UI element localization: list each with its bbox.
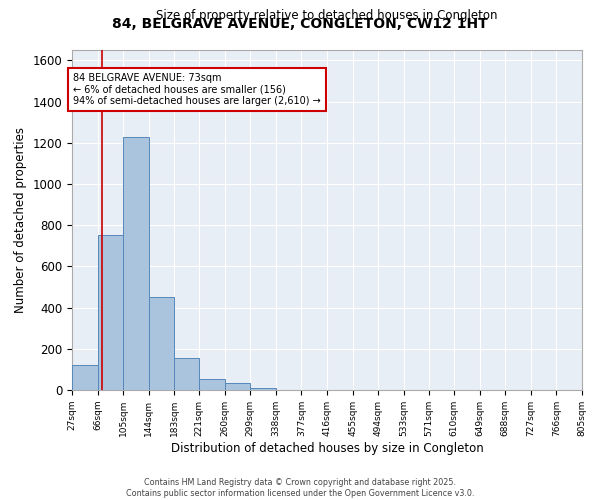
Bar <box>174 358 199 390</box>
Text: Contains HM Land Registry data © Crown copyright and database right 2025.
Contai: Contains HM Land Registry data © Crown c… <box>126 478 474 498</box>
Bar <box>199 378 225 390</box>
Bar <box>149 298 174 390</box>
Bar <box>123 136 149 390</box>
Bar <box>250 388 276 390</box>
Text: 84 BELGRAVE AVENUE: 73sqm
← 6% of detached houses are smaller (156)
94% of semi-: 84 BELGRAVE AVENUE: 73sqm ← 6% of detach… <box>73 72 321 106</box>
Bar <box>98 236 123 390</box>
Text: 84, BELGRAVE AVENUE, CONGLETON, CW12 1HT: 84, BELGRAVE AVENUE, CONGLETON, CW12 1HT <box>112 18 488 32</box>
Bar <box>225 383 250 390</box>
Y-axis label: Number of detached properties: Number of detached properties <box>14 127 27 313</box>
X-axis label: Distribution of detached houses by size in Congleton: Distribution of detached houses by size … <box>170 442 484 454</box>
Title: Size of property relative to detached houses in Congleton: Size of property relative to detached ho… <box>156 10 498 22</box>
Bar <box>72 366 98 390</box>
